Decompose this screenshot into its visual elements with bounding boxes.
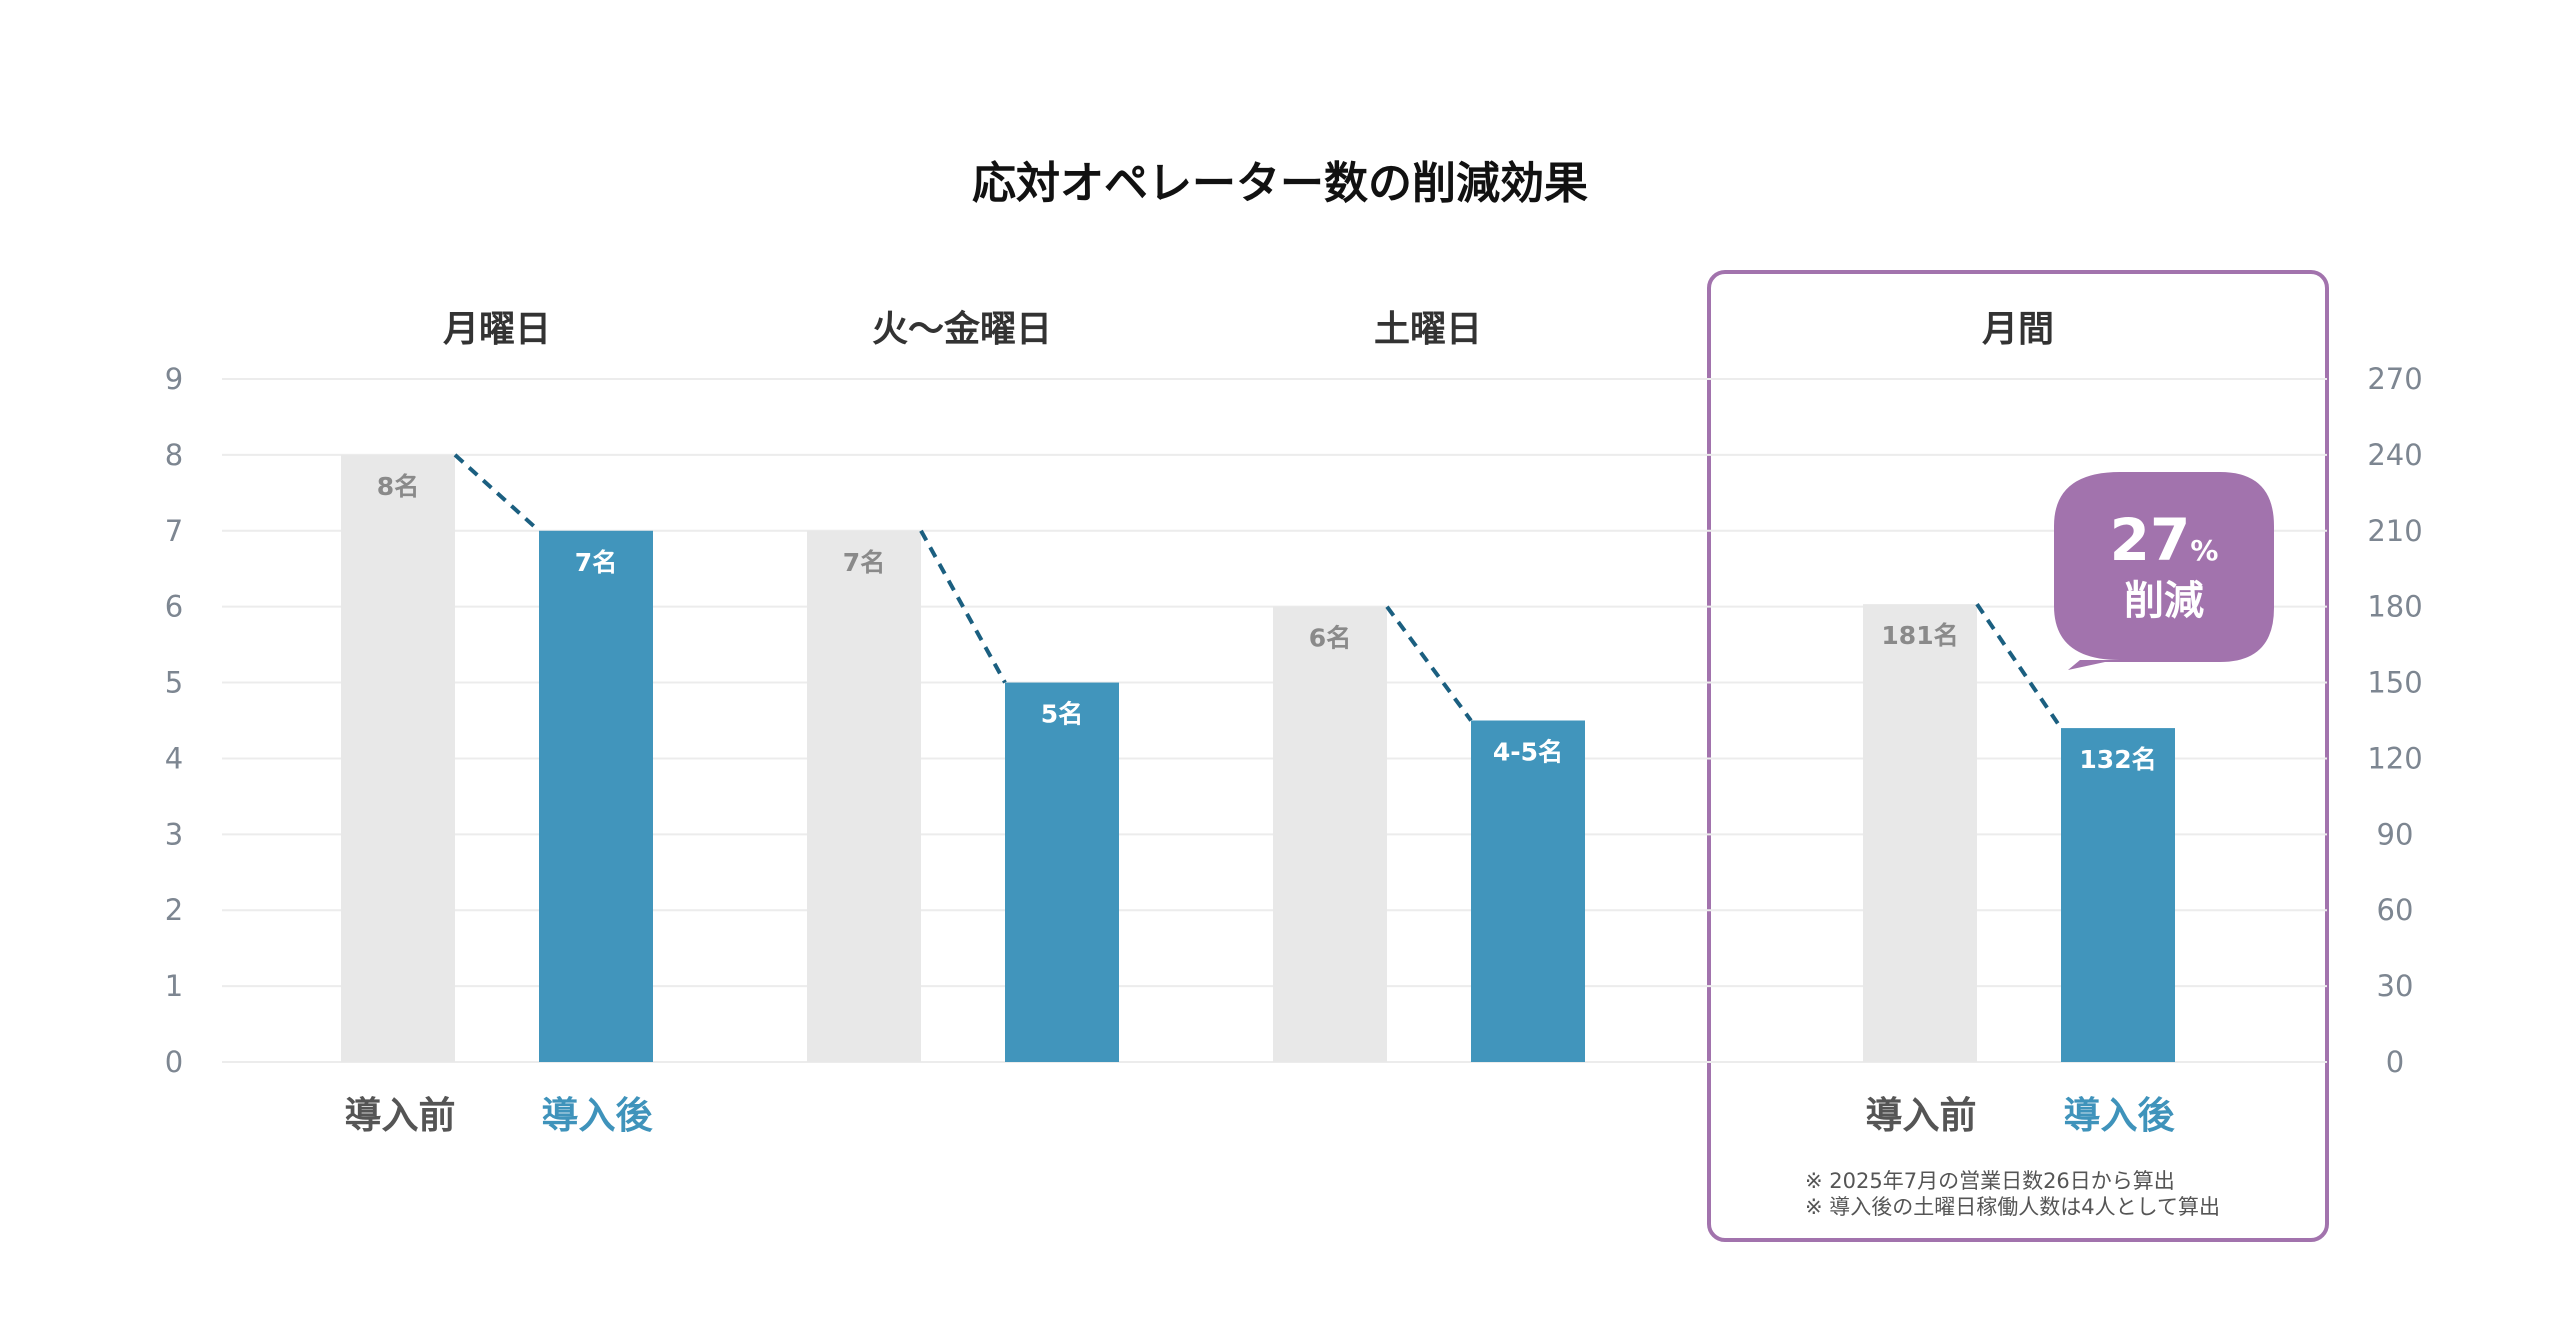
note-1: ※ 2025年7月の営業日数26日から算出 [1805,1169,2175,1193]
left-tick-label: 5 [165,666,183,700]
left-tick-label: 3 [165,817,183,851]
right-tick-label: 60 [2377,893,2414,927]
callout-text: 削減 [2124,578,2204,624]
group-label: 土曜日 [1374,309,1482,350]
left-axis-ticks: 0 1 2 3 4 5 6 7 8 9 [165,362,183,1079]
bars [341,454,2175,1062]
group-label: 月曜日 [443,309,551,350]
connector-line [453,453,541,533]
connector-line [1975,603,2063,730]
value-label-before: 6名 [1309,624,1351,653]
value-label-after: 7名 [575,548,617,577]
note-2: ※ 導入後の土曜日稼働人数は4人として算出 [1805,1195,2220,1219]
value-label-after: 5名 [1041,700,1083,729]
chart-title: 応対オペレーター数の削減効果 [972,158,1588,209]
left-tick-label: 8 [165,438,183,472]
right-tick-label: 120 [2367,741,2422,775]
callout-value: 27% [2110,506,2219,574]
right-tick-label: 90 [2377,817,2414,851]
connector-lines [453,453,2063,730]
bar-after [2061,728,2175,1062]
right-tick-label: 210 [2367,514,2422,548]
left-tick-label: 1 [165,969,183,1003]
right-tick-label: 180 [2367,590,2422,624]
value-label-after: 4-5名 [1493,738,1563,767]
right-tick-label: 270 [2367,362,2422,396]
group-label: 火～金曜日 [872,308,1052,350]
bar-before [1863,604,1977,1062]
bar-after [1005,682,1119,1062]
left-tick-label: 0 [165,1045,183,1079]
callout-bubble [2054,472,2274,670]
value-label-before: 8名 [377,472,419,501]
legend-before-right: 導入前 [1866,1094,1977,1137]
bar-before [1273,606,1387,1062]
callout-percent-number: 27 [2110,506,2191,574]
value-label-before: 181名 [1881,621,1958,650]
value-label-before: 7名 [843,548,885,577]
group-labels: 月曜日 火～金曜日 土曜日 月間 [443,308,2054,350]
legend-after-left: 導入後 [542,1094,654,1137]
right-tick-label: 240 [2367,438,2422,472]
bar-before [807,530,921,1062]
callout-percent-unit: % [2190,534,2218,567]
group-label: 月間 [1982,309,2054,350]
bar-before [341,454,455,1062]
right-tick-label: 30 [2377,969,2414,1003]
left-tick-label: 7 [165,514,183,548]
reduction-callout: 27% 削減 [2054,472,2274,670]
left-tick-label: 2 [165,893,183,927]
left-tick-label: 9 [165,362,183,396]
monthly-highlight-box [1707,270,2329,1242]
left-tick-label: 6 [165,590,183,624]
connector-line [919,529,1007,684]
connector-line [1385,605,1473,722]
legend-before-left: 導入前 [345,1094,456,1137]
right-tick-label: 150 [2367,666,2422,700]
bar-after [1471,720,1585,1062]
bar-after [539,530,653,1062]
legend-after-right: 導入後 [2064,1094,2176,1137]
value-labels: 8名 7名 7名 5名 6名 4-5名 181名 132名 [377,472,2157,774]
right-axis-ticks: 0 30 60 90 120 150 180 210 240 270 [2367,362,2422,1079]
value-label-after: 132名 [2079,745,2156,774]
right-tick-label: 0 [2386,1045,2404,1079]
left-tick-label: 4 [165,741,183,775]
